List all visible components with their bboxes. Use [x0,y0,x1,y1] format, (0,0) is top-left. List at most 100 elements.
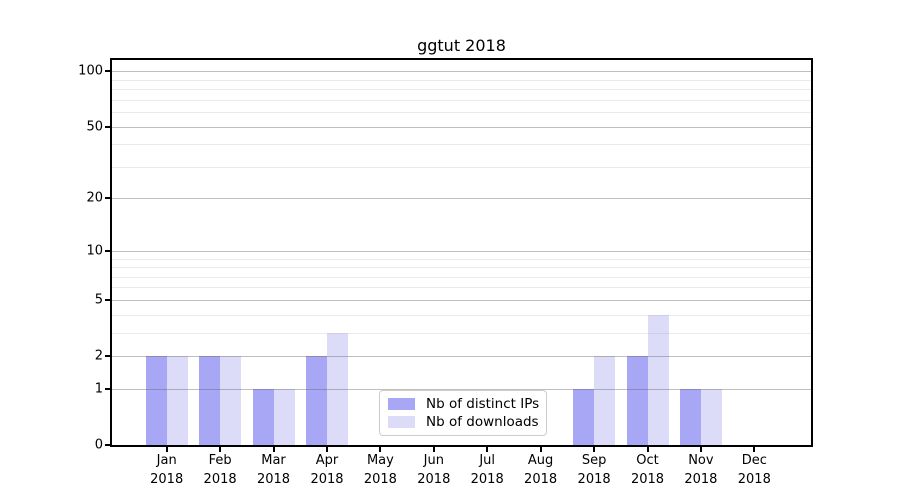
x-tick-mark-aug [539,447,542,452]
x-tick-label-year: 2018 [256,472,291,487]
x-tick-label-month: Dec [741,453,767,468]
x-tick-label-year: 2018 [577,472,611,487]
x-tick-mark-dec [753,447,756,452]
gridline-minor-7 [112,276,811,278]
gridline-minor-70 [112,99,811,101]
gridline-major-20 [112,198,811,200]
x-tick-mark-jan [165,447,168,452]
x-tick-label-jan: Jan 2018 [150,451,183,489]
bar-nb-of-downloads-feb [220,356,242,445]
legend-swatch-nb-of-downloads [388,416,415,429]
legend-entry-nb-of-distinct-ips: Nb of distinct IPs [388,396,540,412]
y-tick-label-10: 10 [86,243,103,259]
x-tick-label-month: Jan [156,453,177,468]
x-tick-label-year: 2018 [310,472,344,487]
x-tick-label-nov: Nov 2018 [684,451,717,489]
x-tick-mark-oct [646,447,649,452]
gridline-major-50 [112,126,811,128]
gridline-major-100 [112,71,811,73]
x-tick-label-sep: Sep 2018 [578,451,611,489]
x-tick-label-dec: Dec 2018 [738,451,771,489]
bar-nb-of-distinct-ips-oct [626,356,648,445]
x-tick-mark-feb [219,447,222,452]
gridline-minor-6 [112,287,811,289]
gridline-major-5 [112,299,811,301]
x-tick-mark-jul [486,447,489,452]
y-tick-mark-1 [105,387,110,390]
x-tick-label-year: 2018 [630,472,665,487]
x-tick-label-month: Mar [261,453,286,468]
bar-nb-of-downloads-oct [647,314,669,445]
gridline-minor-90 [112,79,811,81]
x-tick-label-year: 2018 [417,472,451,487]
x-tick-label-year: 2018 [363,472,397,487]
x-tick-label-month: Oct [636,453,659,468]
x-tick-label-mar: Mar 2018 [257,451,290,489]
chart-title: ggtut 2018 [417,36,506,55]
y-tick-label-5: 5 [94,292,103,308]
y-tick-label-1: 1 [94,381,103,397]
y-tick-mark-50 [105,125,110,128]
x-tick-mark-apr [326,447,328,452]
legend-entry-nb-of-downloads: Nb of downloads [388,414,540,430]
x-tick-label-month: Sep [581,453,607,468]
y-tick-mark-100 [105,70,110,73]
y-tick-mark-10 [105,249,110,252]
y-tick-mark-20 [105,197,110,200]
y-tick-label-2: 2 [94,348,103,364]
x-tick-mark-jun [432,447,435,452]
bar-nb-of-distinct-ips-jan [145,356,167,445]
bar-nb-of-distinct-ips-mar [252,388,274,445]
bar-nb-of-distinct-ips-feb [199,356,221,445]
x-tick-label-month: May [366,453,394,468]
gridline-major-1 [112,388,811,390]
x-tick-label-oct: Oct 2018 [631,451,664,489]
gridline-major-10 [112,250,811,252]
x-tick-label-month: Jun [423,453,444,468]
x-tick-label-feb: Feb 2018 [204,451,237,489]
x-tick-label-may: May 2018 [364,451,397,489]
x-tick-label-month: Feb [208,453,232,468]
y-tick-label-100: 100 [78,63,103,79]
x-tick-mark-nov [699,447,702,452]
x-tick-label-year: 2018 [684,472,718,487]
plot-area: Nb of distinct IPs Nb of downloads [110,58,813,447]
x-tick-label-year: 2018 [524,472,558,487]
x-tick-mark-may [379,447,382,452]
gridline-minor-40 [112,144,811,146]
x-tick-label-apr: Apr 2018 [310,451,343,489]
x-tick-label-year: 2018 [150,472,184,487]
x-tick-label-month: Jul [479,453,496,468]
x-tick-label-jul: Jul 2018 [471,451,504,489]
legend-label: Nb of downloads [426,414,539,431]
legend: Nb of distinct IPs Nb of downloads [379,390,547,436]
x-tick-mark-mar [272,447,275,452]
x-tick-label-year: 2018 [203,472,237,487]
bar-nb-of-downloads-mar [273,388,295,445]
x-tick-label-month: Apr [315,453,339,468]
bar-nb-of-distinct-ips-nov [679,388,701,445]
bar-nb-of-distinct-ips-sep [573,388,595,445]
bar-nb-of-downloads-sep [594,356,616,445]
x-tick-label-month: Nov [688,453,714,468]
x-tick-label-aug: Aug 2018 [524,451,557,489]
y-tick-mark-5 [105,298,110,301]
gridline-minor-3 [112,332,811,334]
bar-nb-of-distinct-ips-apr [306,356,327,445]
x-tick-label-year: 2018 [470,472,504,487]
x-tick-label-month: Aug [527,453,554,468]
gridline-major-2 [112,356,811,357]
y-tick-label-20: 20 [86,190,103,206]
gridline-minor-80 [112,89,811,91]
gridline-minor-9 [112,258,811,260]
bar-nb-of-downloads-apr [327,332,348,445]
bar-nb-of-downloads-jan [166,356,188,445]
gridline-minor-8 [112,267,811,268]
gridline-minor-4 [112,314,811,316]
x-tick-mark-sep [593,447,596,452]
y-tick-mark-0 [105,444,110,446]
y-tick-label-0: 0 [94,437,103,453]
x-tick-label-year: 2018 [737,472,771,487]
legend-swatch-nb-of-distinct-ips [388,397,415,410]
